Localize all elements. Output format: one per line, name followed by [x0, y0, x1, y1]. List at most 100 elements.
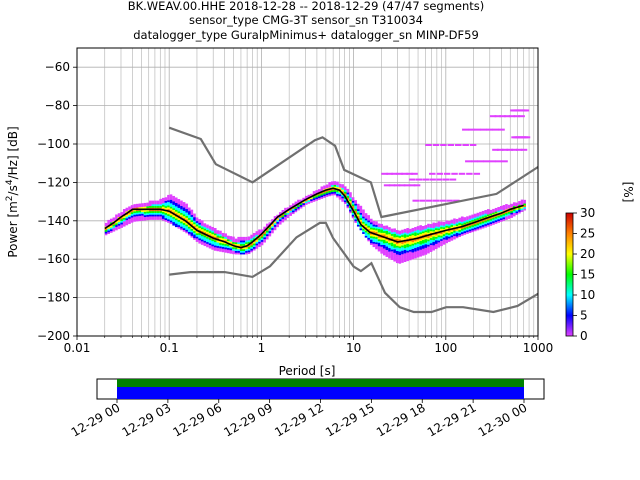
- density-cell: [434, 229, 438, 232]
- density-cell: [442, 242, 446, 245]
- timeline-tick-label: 12-29 09: [221, 400, 275, 439]
- density-cell: [219, 242, 222, 245]
- density-cell: [260, 234, 264, 237]
- density-cell: [427, 249, 430, 252]
- density-cell: [388, 235, 391, 238]
- density-cell: [442, 240, 446, 243]
- density-cell: [161, 206, 165, 209]
- density-cell: [211, 244, 214, 247]
- density-cell: [502, 208, 506, 211]
- density-cell: [372, 243, 376, 246]
- density-cell: [117, 221, 121, 224]
- density-cell: [354, 208, 357, 211]
- density-cell: [234, 248, 238, 251]
- density-cell: [341, 199, 344, 202]
- density-cell: [440, 225, 443, 228]
- density-cell: [148, 202, 152, 205]
- density-cell: [523, 199, 526, 202]
- density-cell: [323, 195, 326, 198]
- density-cell: [507, 211, 511, 214]
- density-cell: [398, 244, 402, 247]
- y-tick-label: −120: [37, 175, 70, 189]
- density-cell: [156, 202, 160, 205]
- density-cell: [317, 190, 321, 193]
- density-cell: [310, 193, 313, 196]
- density-cell: [221, 243, 225, 246]
- density-cell: [245, 242, 248, 245]
- timeline-tick-label: 12-29 00: [69, 400, 123, 439]
- density-cell: [169, 199, 173, 202]
- density-cell: [198, 227, 201, 230]
- density-cell: [138, 206, 142, 209]
- density-cell: [286, 216, 290, 219]
- plot-background: [77, 48, 538, 336]
- density-cell: [520, 206, 524, 209]
- density-cell: [167, 219, 170, 222]
- density-cell: [167, 213, 170, 216]
- density-cell: [401, 229, 404, 232]
- density-cell: [414, 251, 417, 254]
- density-outlier-cell: [494, 115, 502, 118]
- density-cell: [359, 207, 363, 210]
- density-cell: [195, 238, 199, 241]
- density-cell: [234, 238, 238, 241]
- density-cell: [112, 219, 116, 222]
- density-cell: [211, 235, 214, 238]
- density-outlier-cell: [504, 115, 511, 118]
- density-cell: [458, 229, 461, 232]
- density-cell: [505, 214, 508, 217]
- density-cell: [460, 216, 464, 219]
- density-cell: [375, 238, 378, 241]
- density-cell: [427, 251, 430, 254]
- density-cell: [185, 213, 188, 216]
- density-cell: [468, 229, 472, 232]
- density-cell: [237, 247, 240, 250]
- density-cell: [169, 206, 173, 209]
- density-cell: [203, 225, 207, 228]
- density-outlier-cell: [465, 160, 472, 163]
- density-cell: [203, 242, 207, 245]
- density-cell: [403, 242, 407, 245]
- density-cell: [395, 235, 399, 238]
- density-cell: [138, 210, 142, 213]
- density-cell: [408, 256, 412, 259]
- density-cell: [364, 214, 368, 217]
- density-cell: [453, 218, 456, 221]
- density-cell: [362, 230, 365, 233]
- density-cell: [385, 244, 389, 247]
- density-cell: [359, 224, 363, 227]
- density-cell: [219, 237, 222, 240]
- density-cell: [429, 246, 433, 249]
- density-cell: [398, 246, 402, 249]
- density-cell: [390, 256, 394, 259]
- density-cell: [169, 203, 173, 206]
- density-cell: [393, 259, 396, 262]
- density-cell: [117, 220, 121, 223]
- density-cell: [219, 244, 222, 247]
- density-cell: [203, 230, 207, 233]
- density-cell: [263, 228, 266, 231]
- density-cell: [377, 249, 381, 252]
- density-cell: [442, 225, 446, 228]
- density-cell: [375, 231, 378, 234]
- density-cell: [484, 223, 487, 226]
- density-cell: [367, 235, 370, 238]
- density-cell: [492, 219, 495, 222]
- density-cell: [406, 243, 409, 246]
- density-cell: [492, 215, 495, 218]
- density-cell: [341, 184, 344, 187]
- density-cell: [338, 197, 342, 200]
- density-outlier-cell: [466, 172, 473, 175]
- density-cell: [172, 220, 175, 223]
- density-cell: [408, 232, 412, 235]
- density-cell: [193, 223, 196, 226]
- density-cell: [104, 233, 108, 236]
- density-cell: [213, 243, 217, 246]
- density-cell: [497, 213, 500, 216]
- density-cell: [323, 187, 326, 190]
- density-cell: [333, 189, 337, 192]
- density-cell: [229, 237, 233, 240]
- density-cell: [382, 227, 386, 230]
- density-outlier-cell: [518, 115, 525, 118]
- density-cell: [133, 219, 136, 222]
